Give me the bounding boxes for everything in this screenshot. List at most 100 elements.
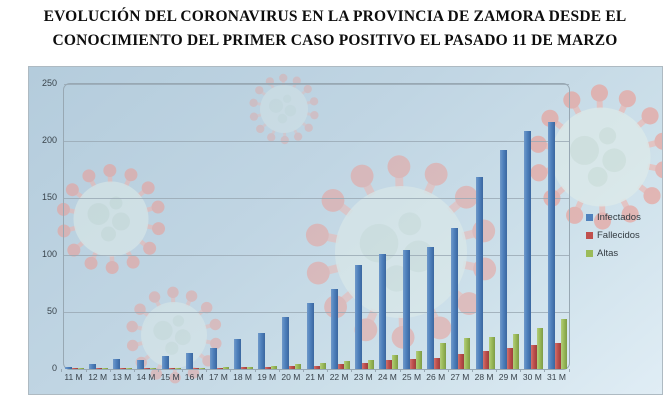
bar-altas-12-m xyxy=(102,368,109,369)
x-axis-tick xyxy=(327,369,329,372)
bar-infectados-11-m xyxy=(65,366,72,369)
bar-group-22-m xyxy=(330,289,350,369)
x-axis-label-25-m: 25 M xyxy=(402,372,422,382)
bar-fallecidos-16-m xyxy=(192,367,199,369)
bar-fallecidos-31-m xyxy=(555,342,561,369)
bar-infectados-12-m xyxy=(89,364,97,369)
bar-altas-19-m xyxy=(271,365,278,369)
bar-altas-16-m xyxy=(198,367,205,369)
bar-fallecidos-23-m xyxy=(361,363,368,369)
gridline-200 xyxy=(64,141,569,142)
legend-swatch-infectados xyxy=(586,213,593,221)
bar-group-25-m xyxy=(403,250,423,369)
x-axis-tick xyxy=(61,369,63,372)
gridline-100 xyxy=(64,255,569,256)
bar-fallecidos-26-m xyxy=(434,357,441,369)
bar-group-29-m xyxy=(499,150,519,369)
bar-fallecidos-27-m xyxy=(458,354,465,369)
bar-fallecidos-20-m xyxy=(289,365,296,369)
x-axis-label-22-m: 22 M xyxy=(329,372,349,382)
bar-fallecidos-30-m xyxy=(530,345,537,369)
bar-infectados-15-m xyxy=(161,356,169,369)
legend-item-infectados: Infectados xyxy=(586,208,641,226)
virus-particle xyxy=(529,84,662,230)
y-axis-label-150: 150 xyxy=(41,192,57,202)
x-axis-tick xyxy=(447,369,449,372)
bar-group-21-m xyxy=(306,302,326,369)
bar-group-23-m xyxy=(354,265,374,369)
bar-altas-21-m xyxy=(319,363,326,369)
bar-infectados-17-m xyxy=(209,348,217,369)
bar-altas-14-m xyxy=(150,367,157,369)
bar-infectados-21-m xyxy=(306,302,314,369)
bar-infectados-18-m xyxy=(234,339,242,369)
bar-fallecidos-14-m xyxy=(144,367,151,369)
bar-altas-24-m xyxy=(391,355,398,369)
bar-altas-20-m xyxy=(295,364,302,369)
x-axis-label-15-m: 15 M xyxy=(160,372,180,382)
legend-item-altas: Altas xyxy=(586,244,641,262)
bar-group-26-m xyxy=(427,247,447,369)
bar-infectados-28-m xyxy=(475,177,483,369)
bar-fallecidos-18-m xyxy=(241,366,248,369)
virus-particle xyxy=(249,73,319,145)
x-axis-label-13-m: 13 M xyxy=(112,372,132,382)
bar-group-17-m xyxy=(209,348,229,369)
x-axis-tick xyxy=(278,369,280,372)
bar-group-19-m xyxy=(258,332,278,369)
y-axis-label-250: 250 xyxy=(41,78,57,88)
bar-altas-22-m xyxy=(343,361,350,369)
x-axis-label-27-m: 27 M xyxy=(450,372,470,382)
page-title: EVOLUCIÓN DEL CORONAVIRUS EN LA PROVINCI… xyxy=(0,5,670,53)
bar-infectados-22-m xyxy=(330,289,338,369)
virus-particle xyxy=(56,164,166,274)
x-axis-tick xyxy=(206,369,208,372)
bar-fallecidos-17-m xyxy=(216,367,223,369)
x-axis-tick xyxy=(158,369,159,372)
bar-group-11-m xyxy=(65,366,84,369)
bar-altas-27-m xyxy=(464,338,471,369)
x-axis-label-28-m: 28 M xyxy=(474,372,494,382)
bar-group-31-m xyxy=(548,121,567,369)
bar-fallecidos-15-m xyxy=(168,367,175,369)
x-axis-label-20-m: 20 M xyxy=(281,372,301,382)
bar-fallecidos-25-m xyxy=(410,358,417,369)
x-axis-label-26-m: 26 M xyxy=(426,372,446,382)
bar-group-30-m xyxy=(523,130,543,369)
bar-group-16-m xyxy=(185,353,205,369)
bar-altas-11-m xyxy=(78,368,84,369)
x-axis-tick xyxy=(254,369,256,372)
legend-item-fallecidos: Fallecidos xyxy=(586,226,641,244)
legend-swatch-altas xyxy=(586,249,593,257)
legend-label-infectados: Infectados xyxy=(597,211,641,223)
bar-altas-17-m xyxy=(222,366,229,369)
bar-altas-18-m xyxy=(247,366,254,369)
bar-fallecidos-19-m xyxy=(265,366,272,369)
bar-altas-29-m xyxy=(512,333,519,369)
bar-infectados-27-m xyxy=(451,227,459,369)
bar-altas-23-m xyxy=(367,359,374,369)
x-axis-tick xyxy=(520,369,522,372)
x-axis-label-24-m: 24 M xyxy=(377,372,397,382)
x-axis-tick xyxy=(85,369,87,372)
y-axis-label-200: 200 xyxy=(41,135,57,145)
bar-infectados-24-m xyxy=(378,253,386,369)
bar-altas-28-m xyxy=(488,337,495,369)
x-axis-tick xyxy=(423,369,425,372)
bar-infectados-31-m xyxy=(548,121,555,369)
bar-group-20-m xyxy=(282,316,302,369)
bar-group-15-m xyxy=(161,356,181,369)
x-axis-label-12-m: 12 M xyxy=(88,372,108,382)
title-line-2: CONOCIMIENTO DEL PRIMER CASO POSITIVO EL… xyxy=(52,32,618,49)
bar-fallecidos-13-m xyxy=(120,367,127,369)
x-axis-label-21-m: 21 M xyxy=(305,372,325,382)
x-axis-label-18-m: 18 M xyxy=(233,372,252,382)
title-line-1: EVOLUCIÓN DEL CORONAVIRUS EN LA PROVINCI… xyxy=(43,8,627,25)
bar-fallecidos-12-m xyxy=(96,368,103,369)
x-axis-label-23-m: 23 M xyxy=(353,372,373,382)
x-axis-tick xyxy=(375,369,377,372)
bar-fallecidos-29-m xyxy=(506,348,513,369)
bar-fallecidos-22-m xyxy=(337,364,344,369)
x-axis-tick xyxy=(399,369,401,372)
bar-group-27-m xyxy=(451,227,471,369)
